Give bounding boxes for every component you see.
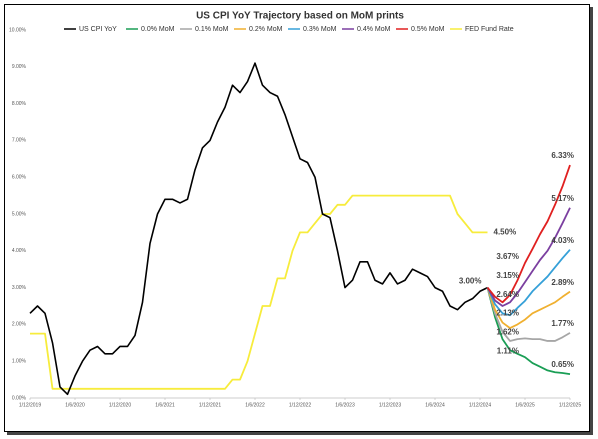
x-tick-label: 1/6/2025 bbox=[515, 402, 535, 408]
value-label: 0.65% bbox=[551, 360, 574, 369]
series-line bbox=[486, 249, 571, 317]
x-tick-label: 1/6/2022 bbox=[245, 402, 265, 408]
chart-title: US CPI YoY Trajectory based on MoM print… bbox=[196, 11, 404, 22]
value-label: 2.89% bbox=[551, 278, 574, 287]
legend-label: 0.1% MoM bbox=[195, 26, 229, 33]
value-label: 5.17% bbox=[551, 194, 574, 203]
value-label: 2.13% bbox=[496, 309, 519, 318]
value-label: 3.15% bbox=[496, 271, 519, 280]
y-tick-label: 5.00% bbox=[12, 211, 27, 217]
value-label: 1.11% bbox=[497, 346, 519, 355]
value-label: 6.33% bbox=[551, 151, 574, 160]
legend-label: 0.0% MoM bbox=[141, 26, 175, 33]
value-label: 4.03% bbox=[551, 236, 574, 245]
x-tick-label: 1/12/2021 bbox=[199, 402, 221, 408]
series-line bbox=[30, 194, 488, 390]
legend-label: 0.5% MoM bbox=[411, 26, 445, 33]
value-label: 3.00% bbox=[459, 277, 482, 286]
legend-label: 0.3% MoM bbox=[303, 26, 337, 33]
x-tick-label: 1/12/2024 bbox=[469, 402, 491, 408]
series-line bbox=[29, 62, 488, 396]
series-line bbox=[486, 207, 571, 307]
chart-frame bbox=[4, 4, 590, 432]
y-tick-label: 3.00% bbox=[12, 285, 27, 291]
value-label: 3.67% bbox=[496, 252, 519, 261]
x-tick-label: 1/12/2020 bbox=[109, 402, 131, 408]
y-tick-label: 4.00% bbox=[12, 248, 27, 254]
x-tick-label: 1/6/2021 bbox=[155, 402, 175, 408]
x-tick-label: 1/12/2022 bbox=[289, 402, 311, 408]
series-line bbox=[486, 287, 571, 342]
y-tick-label: 9.00% bbox=[12, 64, 27, 70]
y-tick-label: 2.00% bbox=[12, 322, 27, 328]
legend-label: FED Fund Rate bbox=[465, 26, 514, 33]
y-tick-label: 8.00% bbox=[12, 101, 27, 107]
legend-label: 0.2% MoM bbox=[249, 26, 283, 33]
x-tick-label: 1/6/2023 bbox=[335, 402, 355, 408]
legend-label: US CPI YoY bbox=[79, 26, 117, 33]
value-label: 4.50% bbox=[494, 228, 517, 237]
x-tick-label: 1/12/2023 bbox=[379, 402, 401, 408]
x-tick-label: 1/12/2019 bbox=[19, 402, 41, 408]
y-tick-label: 7.00% bbox=[12, 138, 27, 144]
series-line bbox=[486, 287, 571, 329]
value-label: 2.64% bbox=[496, 290, 519, 299]
value-label: 1.62% bbox=[496, 327, 519, 336]
y-tick-label: 0.00% bbox=[12, 395, 27, 401]
y-tick-label: 1.00% bbox=[12, 359, 27, 365]
x-tick-label: 1/6/2020 bbox=[65, 402, 85, 408]
y-tick-label: 10.00% bbox=[9, 27, 27, 33]
legend-label: 0.4% MoM bbox=[357, 26, 391, 33]
series-line bbox=[486, 164, 571, 304]
x-tick-label: 1/12/2025 bbox=[559, 402, 581, 408]
y-tick-label: 6.00% bbox=[12, 175, 27, 181]
x-tick-label: 1/6/2024 bbox=[425, 402, 445, 408]
series-line bbox=[486, 287, 571, 375]
value-label: 1.77% bbox=[551, 319, 574, 328]
